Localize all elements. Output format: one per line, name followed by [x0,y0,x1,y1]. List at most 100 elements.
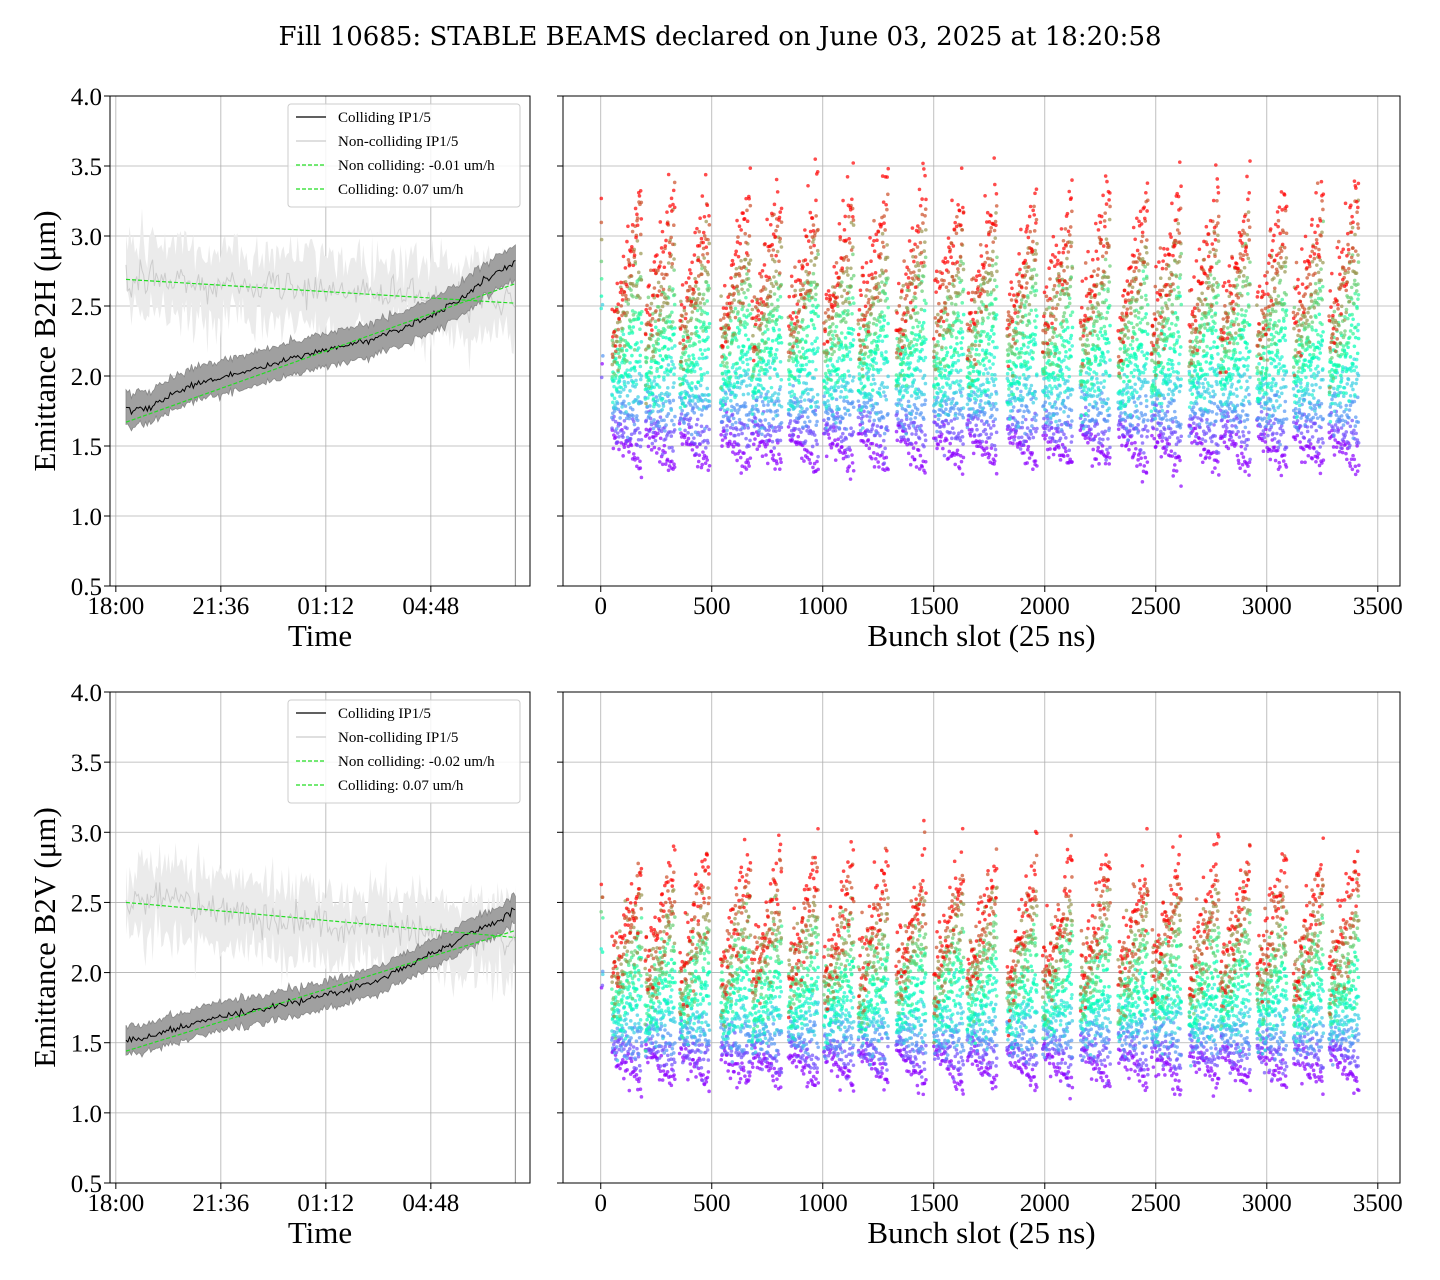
bunch-point [990,263,995,268]
bunch-point [621,332,626,337]
bunch-point [702,256,706,260]
bunch-point [1018,447,1023,451]
bunch-point [860,367,865,371]
bunch-point [788,419,793,423]
bunch-point [678,427,682,432]
bunch-point [778,210,783,214]
bunch-point [1041,369,1046,374]
bunch-point [860,405,864,409]
bunch-point [975,410,979,414]
bunch-point [735,411,740,415]
bunch-point [633,206,638,211]
bunch-point [950,363,955,367]
bunch-point [772,328,776,333]
bunch-point [844,320,848,324]
bunch-point [673,326,677,330]
bunch-point [677,376,682,381]
bunch-point [699,376,704,380]
bunch-point [707,286,711,291]
bunch-point [768,289,773,294]
bunch-point [832,264,836,269]
bunch-point [868,235,872,240]
bunch-point [691,405,695,410]
bunch-point [901,435,906,439]
bunch-point [765,217,769,222]
bunch-point [744,295,748,300]
bunch-point [776,298,780,302]
bunch-point [918,203,923,208]
bunch-point [774,253,778,258]
bunch-point [895,311,899,315]
bunch-point [718,318,723,322]
bunch-point [649,448,654,452]
bunch-point [746,269,751,273]
bunch-point [649,365,653,370]
bunch-point [886,411,890,416]
bunch-point [802,459,806,463]
bunch-point [695,417,700,422]
bunch-point [948,430,953,435]
bunch-point [1013,418,1018,422]
bunch-point [738,385,742,390]
bunch-point [837,313,841,317]
bunch-point [646,375,650,380]
bunch-point [1064,286,1069,291]
bunch-point [1034,372,1039,377]
bunch-point [1010,422,1015,427]
bunch-point [895,355,899,360]
bunch-point [1022,409,1026,414]
bunch-point [1023,417,1028,422]
bunch-point [990,413,994,418]
bunch-point [729,408,734,413]
bunch-point [803,420,807,425]
bunch-point [845,469,850,473]
bunch-point [1066,250,1071,254]
bunch-point [974,423,978,428]
bunch-point [810,444,815,449]
bunch-point [1016,421,1020,425]
bunch-point [692,356,696,361]
bunch-point [942,278,946,283]
bunch-point [838,235,843,239]
bunch-point [1046,324,1050,328]
bunch-point [625,359,629,363]
bunch-point [614,427,619,431]
bunch-point [777,327,782,332]
bunch-point [1021,396,1025,400]
bunch-point [1067,347,1072,352]
bunch-point [805,407,809,411]
bunch-point [1067,367,1071,372]
bunch-point [748,383,752,388]
bunch-point [686,364,690,369]
bunch-point [845,408,850,413]
bunch-point [627,401,631,406]
bunch-point [915,224,920,228]
bunch-point [1070,209,1074,214]
bunch-point [862,440,866,444]
bunch-point [860,426,865,430]
bunch-point [768,294,772,299]
bunch-point [656,268,660,273]
bunch-point [689,425,694,429]
bunch-point [816,346,820,350]
bunch-point [880,240,885,245]
bunch-point [756,389,761,393]
bunch-point [944,438,949,442]
bunch-point [732,298,736,302]
bunch-point [774,429,778,433]
bunch-point [669,408,674,412]
bunch-point [1042,430,1047,435]
bunch-point [971,317,975,322]
bunch-point [878,298,883,303]
bunch-point [651,404,656,409]
bunch-point [922,167,926,171]
bunch-point [690,448,695,452]
bunch-point [638,364,643,369]
bunch-point [914,428,919,433]
bunch-point [901,360,906,365]
bunch-point [791,432,795,437]
bunch-point [968,371,972,376]
bunch-point [955,316,959,321]
bunch-point [623,266,628,270]
bunch-point [644,410,649,414]
